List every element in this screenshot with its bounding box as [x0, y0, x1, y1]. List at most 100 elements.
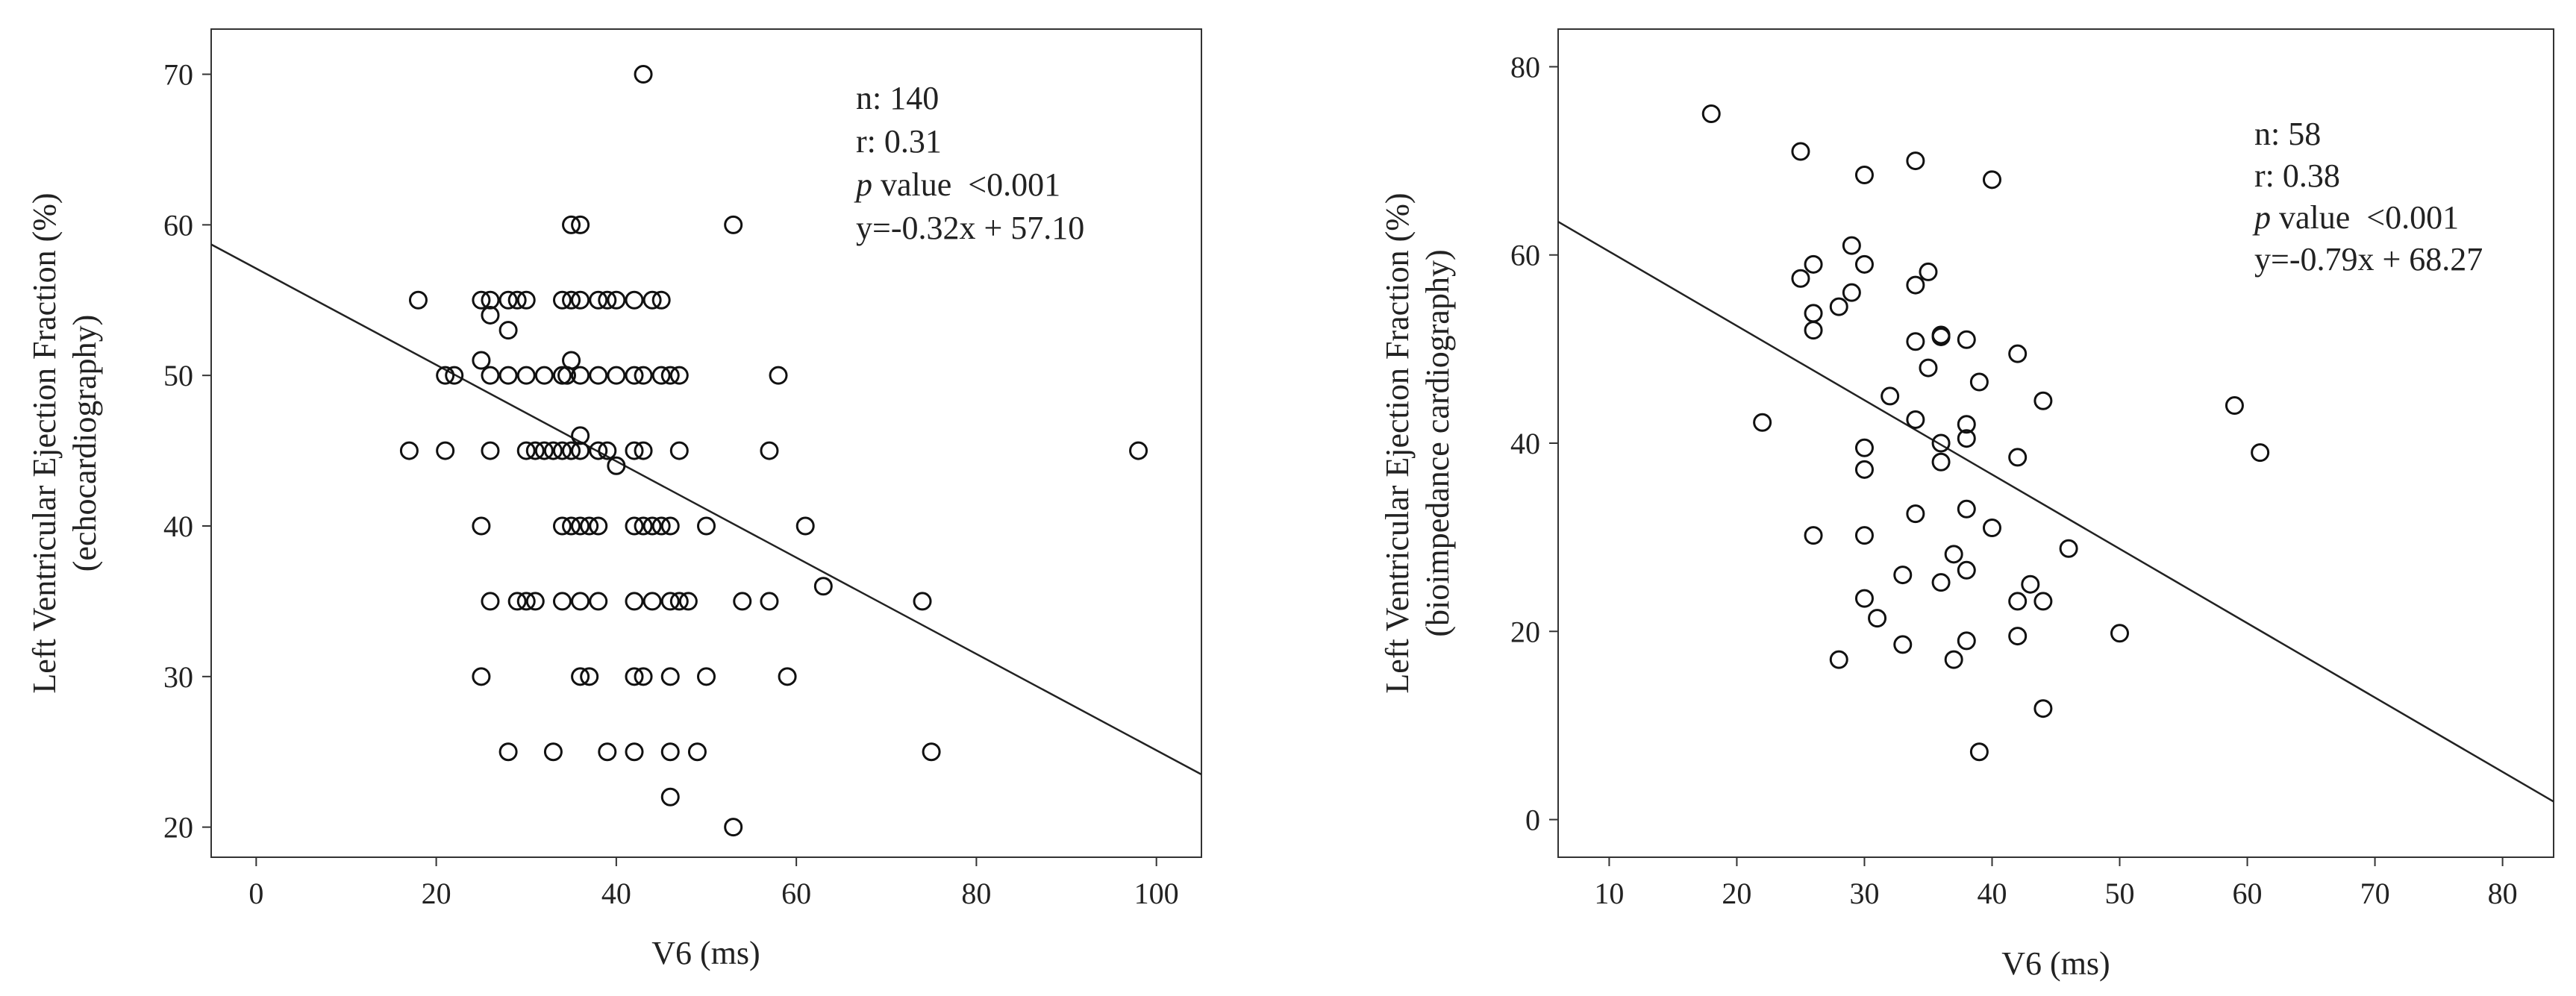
data-point	[1906, 275, 1925, 295]
data-point	[625, 592, 644, 611]
data-point	[813, 577, 833, 596]
plot-frame	[1557, 28, 2554, 858]
data-point	[669, 441, 689, 460]
data-point	[571, 441, 590, 460]
x-tick-label: 30	[1849, 877, 1879, 910]
stat-r: r: 0.38	[2254, 157, 2340, 194]
axis-ticks: 10 20 30 40 50 60 70 80 0 20 40 60 80	[1510, 50, 2518, 910]
data-point	[778, 667, 797, 686]
data-point	[625, 667, 644, 686]
data-point	[2033, 391, 2053, 410]
data-point	[634, 516, 653, 536]
data-point	[607, 366, 626, 385]
data-point	[1804, 321, 1823, 340]
data-point	[1791, 142, 1810, 161]
data-point	[1854, 589, 1874, 608]
regression-line-group	[1557, 221, 2554, 803]
data-point	[760, 441, 779, 460]
stat-equation: y=-0.32x + 57.10	[856, 210, 1084, 246]
data-point	[562, 351, 581, 370]
data-point	[1957, 560, 1976, 580]
data-point	[660, 516, 680, 536]
y-tick-label: 20	[1510, 615, 1540, 648]
data-point	[625, 742, 644, 762]
data-point	[571, 366, 590, 385]
data-point	[516, 290, 536, 310]
data-point	[516, 592, 536, 611]
x-tick-label: 50	[2105, 877, 2135, 910]
data-point	[1982, 519, 2001, 538]
data-point	[580, 667, 599, 686]
data-point	[1919, 262, 1938, 281]
data-point	[481, 441, 500, 460]
data-point	[2008, 592, 2028, 611]
x-tick-label: 40	[1977, 877, 2007, 910]
data-point	[1919, 358, 1938, 378]
data-point	[1906, 151, 1925, 171]
data-point	[516, 366, 536, 385]
regression-line-group	[210, 243, 1202, 776]
data-point	[481, 290, 500, 310]
data-point	[525, 592, 545, 611]
data-point	[1842, 283, 1861, 302]
data-point	[678, 592, 698, 611]
data-point	[472, 667, 491, 686]
data-point	[498, 366, 518, 385]
x-tick-label: 80	[2488, 877, 2518, 910]
x-tick-label: 80	[961, 877, 991, 910]
stat-n: n: 58	[2254, 116, 2321, 152]
data-point	[2021, 574, 2040, 594]
data-point	[436, 441, 455, 460]
data-point	[660, 366, 680, 385]
data-point	[534, 366, 554, 385]
data-point	[1957, 330, 1976, 349]
data-point	[660, 592, 680, 611]
data-point	[669, 592, 689, 611]
data-point	[1957, 429, 1976, 448]
data-point	[589, 516, 608, 536]
y-axis-label-line-2: (bioimpedance cardiography)	[1419, 249, 1456, 636]
data-point	[643, 516, 662, 536]
data-point	[562, 290, 581, 310]
data-point	[625, 516, 644, 536]
data-point	[399, 441, 419, 460]
data-point	[1982, 170, 2001, 190]
stat-p-value: p value <0.001	[2252, 199, 2459, 236]
data-point	[634, 667, 653, 686]
data-point	[913, 592, 932, 611]
data-point	[760, 592, 779, 611]
data-point	[571, 667, 590, 686]
data-point	[1906, 410, 1925, 429]
data-point	[1969, 742, 1989, 762]
data-point	[625, 441, 644, 460]
y-tick-label: 0	[1525, 804, 1540, 837]
data-point	[625, 290, 644, 310]
data-point	[408, 290, 428, 310]
data-point	[571, 592, 590, 611]
data-point	[498, 742, 518, 762]
data-point	[1701, 104, 1721, 124]
x-tick-label: 100	[1134, 877, 1179, 910]
chart-panel-echocardiography: 0 20 40 60 80 100 20 30 40 50 60 70 V6 (ms) Left Ve…	[26, 28, 1202, 971]
x-tick-label: 20	[422, 877, 451, 910]
data-point	[498, 290, 518, 310]
data-point	[669, 366, 689, 385]
data-point	[660, 787, 680, 806]
data-point	[481, 592, 500, 611]
data-point	[634, 441, 653, 460]
data-point	[516, 441, 536, 460]
data-point	[1957, 499, 1976, 519]
data-point	[1931, 452, 1951, 472]
data-point	[1129, 441, 1148, 460]
data-point	[589, 592, 608, 611]
data-point	[651, 290, 671, 310]
data-point	[589, 441, 608, 460]
x-tick-label: 60	[781, 877, 811, 910]
data-point	[1957, 631, 1976, 651]
y-tick-label: 70	[163, 58, 193, 92]
x-tick-label: 60	[2233, 877, 2263, 910]
data-point	[598, 742, 617, 762]
data-point	[607, 290, 626, 310]
data-point	[724, 818, 743, 837]
